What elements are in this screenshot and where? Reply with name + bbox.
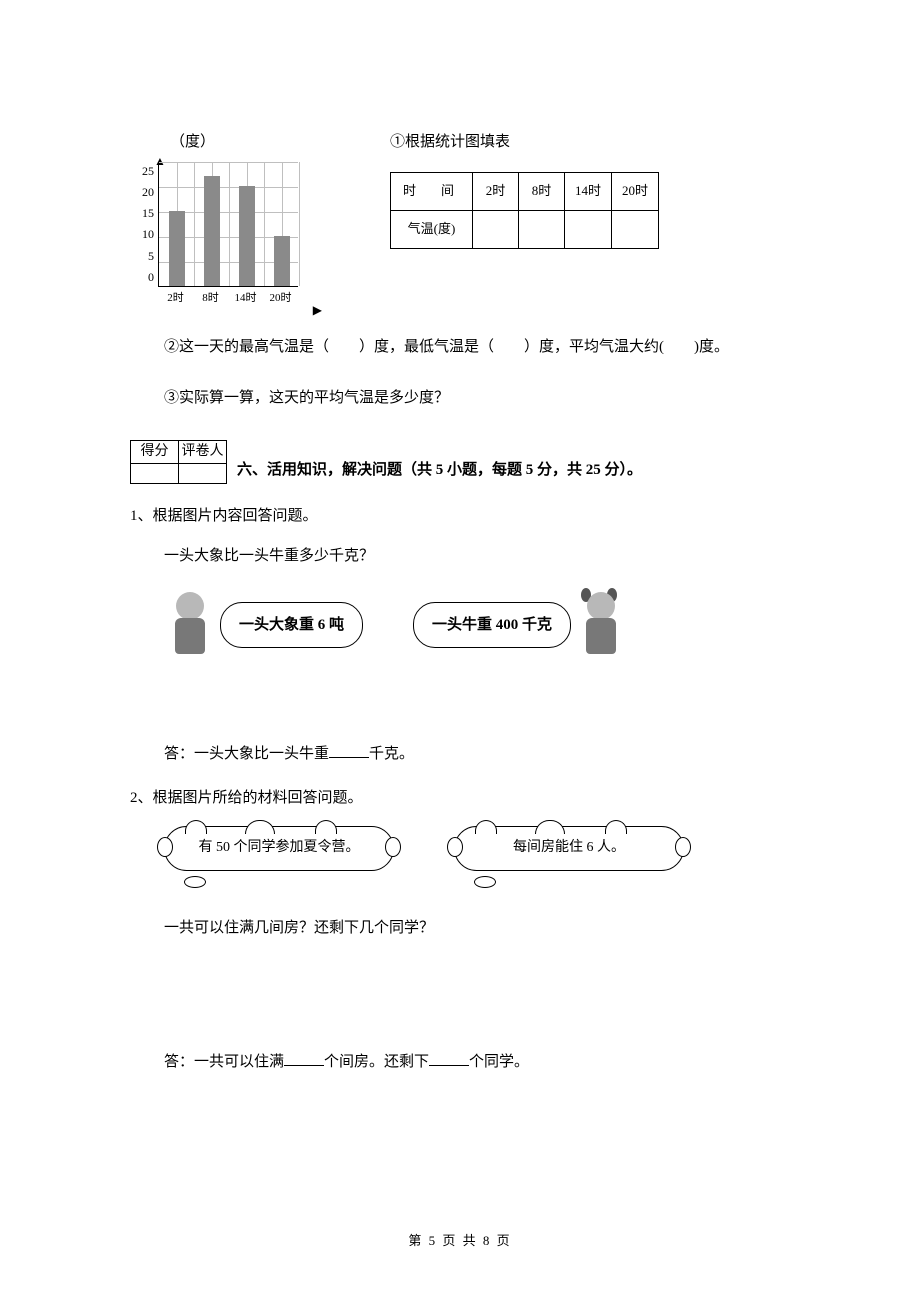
cloud-left-text: 有 50 个同学参加夏令营。	[199, 840, 360, 855]
ytick: 10	[130, 225, 154, 244]
answer-blank[interactable]	[429, 1051, 469, 1066]
score-table: 得分 评卷人	[130, 440, 227, 484]
chart-unit-label: （度）	[170, 130, 330, 154]
table-header: 时 间	[391, 173, 473, 211]
cloud-left: 有 50 个同学参加夏令营。	[164, 826, 394, 886]
y-axis-labels: 25 20 15 10 5 0	[130, 162, 154, 287]
problem-1-number: 1、根据图片内容回答问题。	[130, 504, 790, 528]
problem-2-question: 一共可以住满几间房？还剩下几个同学？	[164, 916, 790, 940]
score-label: 得分	[131, 441, 179, 464]
table-row-label: 气温(度)	[391, 210, 473, 248]
table-cell-blank[interactable]	[612, 210, 659, 248]
ytick: 15	[130, 204, 154, 223]
page-footer: 第 5 页 共 8 页	[0, 1231, 920, 1252]
table-header: 2时	[473, 173, 519, 211]
problem-2-clouds: 有 50 个同学参加夏令营。 每间房能住 6 人。	[164, 826, 790, 886]
grader-label: 评卷人	[179, 441, 227, 464]
ytick: 5	[130, 247, 154, 266]
section-6-title: 六、活用知识，解决问题（共 5 小题，每题 5 分，共 25 分）。	[237, 458, 642, 484]
problem-1-answer: 答：一头大象比一头牛重 千克。	[164, 742, 790, 766]
cow-bubble: 一头牛重 400 千克	[413, 602, 571, 648]
table-header: 8时	[519, 173, 565, 211]
table-cell-blank[interactable]	[473, 210, 519, 248]
cloud-right: 每间房能住 6 人。	[454, 826, 684, 886]
data-table: 时 间 2时 8时 14时 20时 气温(度)	[390, 172, 659, 249]
x-axis-labels: 2时 8时 14时 20时	[158, 290, 298, 308]
problem-2-number: 2、根据图片所给的材料回答问题。	[130, 786, 790, 810]
ans-suffix: 个同学。	[469, 1054, 529, 1070]
girl-icon	[575, 588, 627, 662]
problem-2-answer: 答：一共可以住满 个间房。还剩下 个同学。	[164, 1050, 790, 1074]
question-2: ②这一天的最高气温是（ ）度，最低气温是（ ）度，平均气温大约( )度。	[164, 332, 790, 362]
xtick: 14时	[228, 290, 263, 308]
bar	[204, 176, 220, 286]
bar	[274, 236, 290, 286]
ans-prefix: 答：一共可以住满	[164, 1054, 284, 1070]
question-3: ③实际算一算，这天的平均气温是多少度？	[164, 386, 790, 410]
section-6-header: 得分 评卷人 六、活用知识，解决问题（共 5 小题，每题 5 分，共 25 分）…	[130, 440, 790, 484]
answer-blank[interactable]	[284, 1051, 324, 1066]
table-header: 20时	[612, 173, 659, 211]
ans-mid: 个间房。还剩下	[324, 1054, 429, 1070]
ytick: 20	[130, 183, 154, 202]
score-blank[interactable]	[131, 464, 179, 484]
table-area: ①根据统计图填表 时 间 2时 8时 14时 20时 气温(度)	[390, 130, 790, 249]
chart-and-table-row: （度） 25 20 15 10 5 0 ▲ ▶ 2时 8时 14时 20时 ①根…	[130, 130, 790, 312]
xtick: 8时	[193, 290, 228, 308]
problem-1-question: 一头大象比一头牛重多少千克？	[164, 544, 790, 568]
elephant-figure: 一头大象重 6 吨	[164, 588, 363, 662]
boy-icon	[164, 588, 216, 662]
xtick: 2时	[158, 290, 193, 308]
q1-title: ①根据统计图填表	[390, 130, 790, 154]
xtick: 20时	[263, 290, 298, 308]
x-axis-arrow-icon: ▶	[313, 301, 322, 320]
answer-blank[interactable]	[329, 743, 369, 758]
bar	[239, 186, 255, 286]
ans-suffix: 千克。	[369, 746, 414, 762]
grader-blank[interactable]	[179, 464, 227, 484]
ytick: 25	[130, 162, 154, 181]
elephant-bubble: 一头大象重 6 吨	[220, 602, 363, 648]
table-row: 气温(度)	[391, 210, 659, 248]
problem-1-figures: 一头大象重 6 吨 一头牛重 400 千克	[164, 588, 790, 662]
bar-chart: 25 20 15 10 5 0 ▲ ▶ 2时 8时 14时 20时	[130, 162, 310, 312]
ans-prefix: 答：一头大象比一头牛重	[164, 746, 329, 762]
cow-figure: 一头牛重 400 千克	[413, 588, 627, 662]
bar-chart-block: （度） 25 20 15 10 5 0 ▲ ▶ 2时 8时 14时 20时	[130, 130, 330, 312]
bar	[169, 211, 185, 286]
table-header: 14时	[565, 173, 612, 211]
table-cell-blank[interactable]	[519, 210, 565, 248]
ytick: 0	[130, 268, 154, 287]
table-row: 时 间 2时 8时 14时 20时	[391, 173, 659, 211]
plot-area	[158, 162, 298, 287]
table-cell-blank[interactable]	[565, 210, 612, 248]
cloud-right-text: 每间房能住 6 人。	[513, 840, 625, 855]
